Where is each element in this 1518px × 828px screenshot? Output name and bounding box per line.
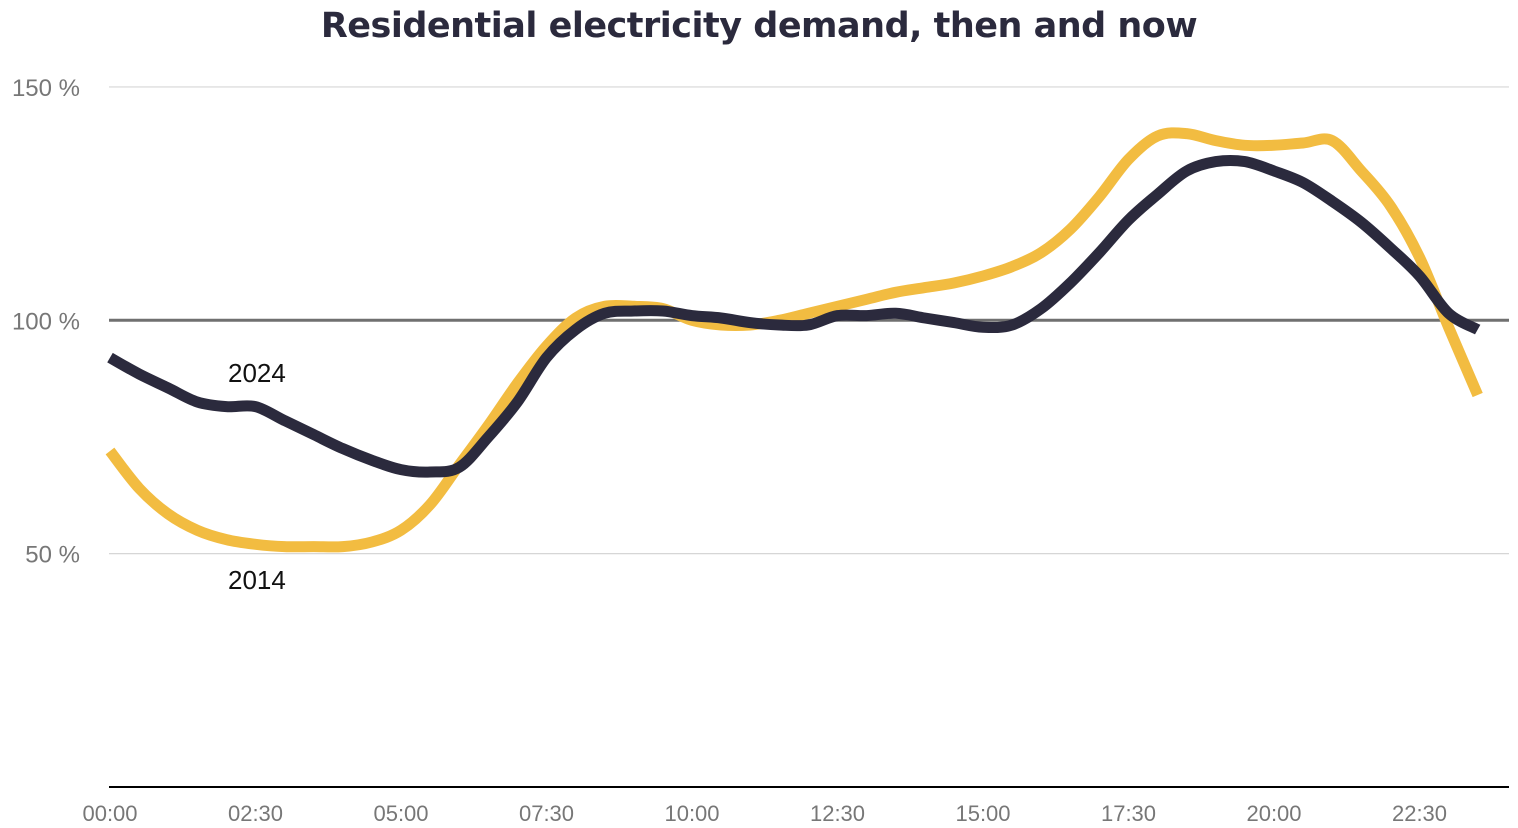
x-tick-label-1000: 10:00 <box>664 801 719 826</box>
y-tick-label-50: 50 % <box>25 542 80 569</box>
x-tick-label-1500: 15:00 <box>955 801 1010 826</box>
x-tick-label-0730: 07:30 <box>519 801 574 826</box>
series-line-2024 <box>107 154 1481 478</box>
x-tick-label-2230: 22:30 <box>1392 801 1447 826</box>
chart-title: Residential electricity demand, then and… <box>320 6 1198 46</box>
series-label-2014: 2014 <box>228 565 286 595</box>
y-tick-label-100: 100 % <box>12 308 80 335</box>
y-tick-label-150: 150 % <box>12 75 80 102</box>
series-label-2024: 2024 <box>228 358 286 388</box>
x-axis-ticks: 00:00 02:30 05:00 07:30 10:00 12:30 15:00 17:30… <box>82 801 1447 826</box>
x-tick-label-1730: 17:30 <box>1101 801 1156 826</box>
series-lines <box>105 127 1483 553</box>
x-tick-label-0230: 02:30 <box>228 801 283 826</box>
x-tick-label-0000: 00:00 <box>82 801 137 826</box>
x-tick-label-1230: 12:30 <box>810 801 865 826</box>
x-tick-label-2000: 20:00 <box>1246 801 1301 826</box>
x-tick-label-0500: 05:00 <box>373 801 428 826</box>
y-axis-ticks: 50 % 100 % 150 % <box>12 75 80 569</box>
series-line-2014 <box>105 127 1483 553</box>
